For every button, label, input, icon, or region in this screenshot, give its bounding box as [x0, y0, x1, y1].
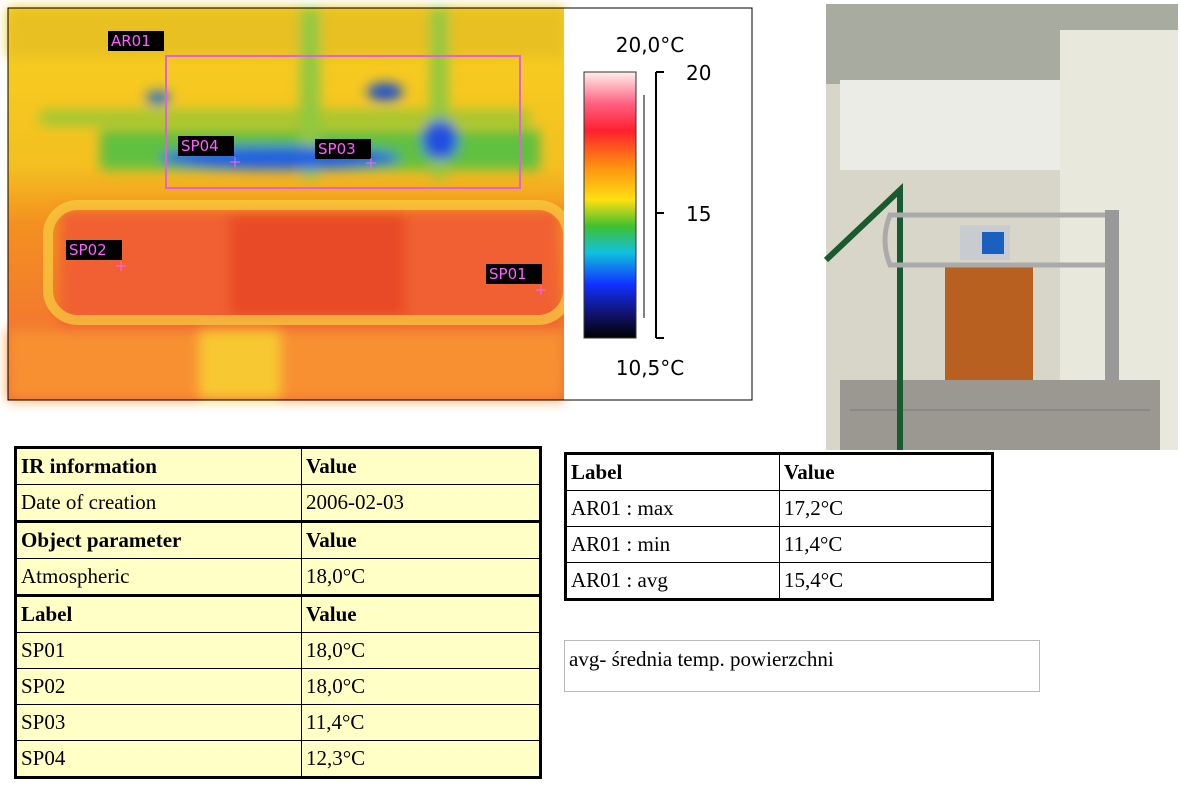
cell: 18,0°C — [302, 669, 541, 705]
cell: AR01 : max — [566, 491, 780, 527]
cell: Value — [302, 596, 541, 633]
scale-min: 10,5°C — [616, 356, 685, 380]
cell: 17,2°C — [780, 491, 993, 527]
cell: Object parameter — [16, 522, 302, 559]
photo — [826, 4, 1178, 450]
thermal-label: SP01 — [489, 265, 527, 283]
color-bar — [584, 72, 636, 338]
cell: SP01 — [16, 633, 302, 669]
thermal-label: SP03 — [318, 140, 356, 158]
cell: SP04 — [16, 741, 302, 778]
cell: 12,3°C — [302, 741, 541, 778]
thermal-label: AR01 — [111, 32, 151, 50]
cell: Value — [302, 522, 541, 559]
cell: Label — [566, 454, 780, 491]
scale-tick: 20 — [686, 61, 711, 85]
cell: 15,4°C — [780, 563, 993, 600]
cell: 11,4°C — [302, 705, 541, 741]
cell: 18,0°C — [302, 559, 541, 596]
cell: AR01 : avg — [566, 563, 780, 600]
cell: AR01 : min — [566, 527, 780, 563]
thermal-label: SP02 — [69, 241, 107, 259]
cell: Atmospheric — [16, 559, 302, 596]
cell: 11,4°C — [780, 527, 993, 563]
page: 20,0°C 10,5°C 20 15 AR01SP01SP02SP03SP04… — [0, 0, 1180, 794]
cell: Value — [302, 448, 541, 485]
cell: Value — [780, 454, 993, 491]
scale-tick: 15 — [686, 202, 711, 226]
cell: Date of creation — [16, 485, 302, 522]
cell: Label — [16, 596, 302, 633]
images: 20,0°C 10,5°C 20 15 AR01 SP01 SP02 SP03 SP04 — [0, 0, 1180, 452]
cell: SP02 — [16, 669, 302, 705]
cell: 18,0°C — [302, 633, 541, 669]
cell: SP03 — [16, 705, 302, 741]
cell: IR information — [16, 448, 302, 485]
thermal-image — [8, 8, 568, 400]
note: avg- średnia temp. powierzchni — [564, 640, 1040, 692]
cell: 2006-02-03 — [302, 485, 541, 522]
scale-max: 20,0°C — [616, 33, 685, 57]
thermal-label: SP04 — [181, 137, 219, 155]
